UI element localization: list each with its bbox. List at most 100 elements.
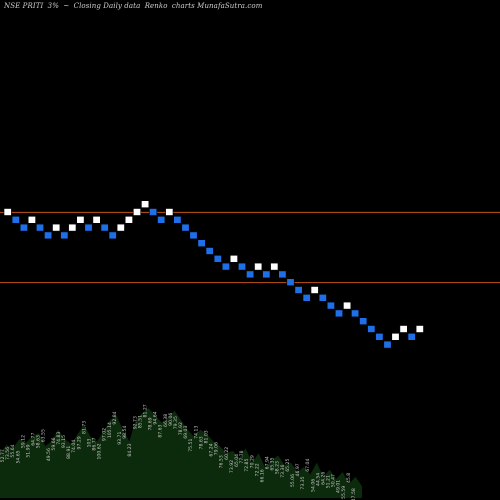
renko-brick-down	[407, 332, 416, 341]
renko-brick-down	[326, 301, 335, 310]
volume-label: 84.23	[127, 443, 133, 456]
volume-label: 81.73	[81, 421, 87, 434]
volume-label: 81.03	[204, 430, 210, 443]
renko-brick-down	[181, 223, 190, 232]
volume-label: 65.35	[270, 457, 276, 470]
volume-label: 52.77	[0, 449, 6, 462]
renko-brick-down	[367, 325, 376, 333]
volume-label: 79.35	[173, 416, 179, 429]
renko-brick-down	[294, 286, 303, 294]
volume-label: 79.06	[214, 442, 220, 455]
volume-label: 72.22	[254, 463, 260, 476]
volume-label: 88.91	[66, 446, 72, 459]
renko-brick-up	[76, 216, 85, 224]
renko-brick-down	[375, 332, 384, 341]
renko-brick-up	[229, 255, 238, 263]
renko-brick-up	[92, 216, 101, 224]
volume-label: 49.56	[46, 448, 52, 461]
change-label: 3%	[47, 2, 59, 10]
renko-brick-down	[197, 239, 206, 247]
renko-brick-down	[11, 216, 20, 224]
volume-label: 78.92	[178, 422, 184, 435]
renko-brick-down	[149, 208, 158, 216]
volume-label: 81.27	[142, 404, 148, 417]
renko-brick-down	[238, 262, 247, 271]
renko-brick-up	[391, 332, 400, 341]
renko-brick-up	[124, 216, 133, 224]
volume-label: 94.64	[153, 411, 159, 424]
volume-label: 63.55	[41, 429, 47, 442]
volume-label: 97.29	[76, 436, 82, 449]
renko-brick-up	[133, 208, 142, 216]
volume-label: 65.04	[234, 454, 240, 467]
volume-label: 58.23	[275, 461, 281, 474]
renko-brick-up	[415, 325, 424, 333]
renko-brick-down	[84, 223, 93, 232]
renko-brick-down	[359, 317, 368, 326]
renko-brick-up	[116, 223, 125, 232]
volume-label: 103	[87, 439, 93, 448]
volume-label: 93.15	[61, 435, 67, 448]
renko-brick-up	[399, 325, 408, 333]
volume-label: 90.06	[168, 413, 174, 426]
volume-label: 73.36	[280, 465, 286, 478]
volume-label: 45.8	[346, 473, 352, 483]
volume-label: 69.03	[183, 426, 189, 439]
renko-brick-down	[100, 223, 109, 232]
volume-label: 67.24	[209, 443, 215, 456]
symbol-label: NSE PRITI	[4, 2, 44, 10]
renko-brick-up	[141, 200, 150, 208]
volume-label: 78.63	[198, 436, 204, 449]
renko-brick-down	[383, 340, 392, 349]
volume-label: 54.06	[310, 479, 316, 492]
volume-label: 78.69	[148, 417, 154, 430]
volume-label: 74.13	[193, 426, 199, 439]
volume-label: 73.35	[300, 476, 306, 489]
renko-brick-down	[44, 231, 53, 240]
volume-label: 93.71	[117, 432, 123, 445]
volume-panel	[0, 408, 362, 498]
renko-brick-down	[246, 270, 255, 279]
volume-label: 59.12	[20, 435, 26, 448]
volume-label: 85.51	[137, 415, 143, 428]
renko-brick-down	[286, 278, 295, 287]
volume-label: 59.66	[51, 437, 57, 450]
renko-brick-down	[108, 231, 117, 240]
renko-brick-up	[343, 301, 352, 310]
volume-label: 76.53	[219, 455, 225, 468]
volume-label: 73.92	[229, 460, 235, 473]
reference-lines	[0, 211, 500, 284]
renko-brick-down	[334, 309, 343, 318]
renko-brick-down	[157, 216, 166, 224]
renko-brick-down	[205, 247, 214, 255]
renko-brick-down	[173, 216, 182, 224]
volume-label: 44.54	[315, 473, 321, 486]
renko-brick-down	[221, 262, 230, 271]
volume-label: 54.65	[15, 450, 21, 463]
volume-label: 51.21	[326, 475, 332, 488]
volume-label: 64.77	[31, 433, 37, 446]
renko-brick-down	[213, 255, 222, 263]
volume-label: 60.22	[224, 447, 230, 460]
volume-label: 67.04	[305, 459, 311, 472]
renko-brick-up	[3, 208, 12, 216]
renko-brick-down	[35, 223, 44, 232]
volume-label: 46.97	[295, 463, 301, 476]
volume-label: 100.62	[97, 443, 103, 459]
renko-brick-up	[68, 223, 77, 232]
volume-label: 74.83	[56, 432, 62, 445]
volume-label: 77.78	[239, 450, 245, 463]
renko-brick-down	[278, 270, 287, 279]
renko-brick-up	[254, 262, 263, 271]
volume-label: 65.25	[285, 459, 291, 472]
volume-label: 72.85	[244, 459, 250, 472]
renko-brick-up	[52, 223, 61, 232]
volume-label: 51.99	[25, 444, 31, 457]
chart-header: NSE PRITI 3% ~ Closing Daily data Renko …	[4, 2, 264, 10]
chart-kind-label: Renko	[144, 2, 168, 10]
renko-brick-up	[27, 216, 36, 224]
volume-label: 92.73	[132, 416, 138, 429]
volume-label: 75.51	[188, 439, 194, 452]
renko-brick-up	[165, 208, 174, 216]
